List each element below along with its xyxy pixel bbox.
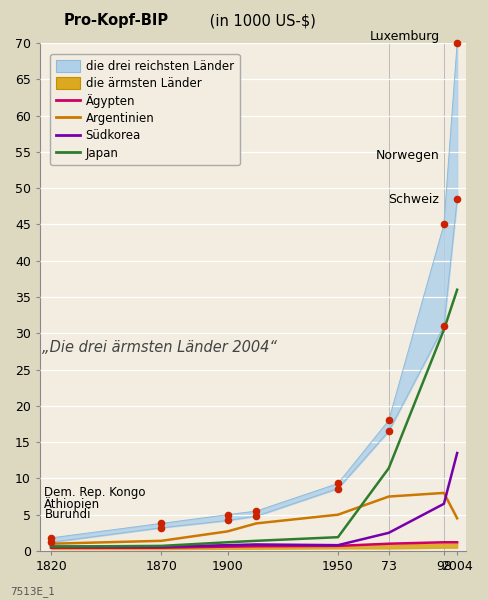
Point <box>384 427 392 436</box>
Legend: die drei reichsten Länder, die ärmsten Länder, Ägypten, Argentinien, Südkorea, J: die drei reichsten Länder, die ärmsten L… <box>50 54 239 166</box>
Text: Norwegen: Norwegen <box>375 149 439 162</box>
Point <box>223 510 231 520</box>
Point <box>439 220 447 229</box>
Text: „Die drei ärmsten Länder 2004“: „Die drei ärmsten Länder 2004“ <box>42 340 277 355</box>
Point <box>452 194 460 204</box>
Point <box>333 484 341 493</box>
Text: Burundi: Burundi <box>44 508 91 521</box>
Text: Schweiz: Schweiz <box>388 193 439 206</box>
Text: 7513E_1: 7513E_1 <box>10 586 55 597</box>
Point <box>47 533 55 543</box>
Text: (in 1000 US-$): (in 1000 US-$) <box>205 13 316 28</box>
Point <box>157 523 165 533</box>
Point <box>384 416 392 425</box>
Point <box>47 538 55 547</box>
Point <box>157 518 165 528</box>
Point <box>439 321 447 331</box>
Point <box>333 479 341 488</box>
Point <box>452 38 460 48</box>
Point <box>252 511 260 521</box>
Text: Dem. Rep. Kongo: Dem. Rep. Kongo <box>44 487 145 499</box>
Text: Pro-Kopf-BIP: Pro-Kopf-BIP <box>63 13 168 28</box>
Point <box>252 506 260 516</box>
Point <box>223 515 231 525</box>
Text: Äthiopien: Äthiopien <box>44 497 101 511</box>
Text: Luxemburg: Luxemburg <box>368 30 439 43</box>
